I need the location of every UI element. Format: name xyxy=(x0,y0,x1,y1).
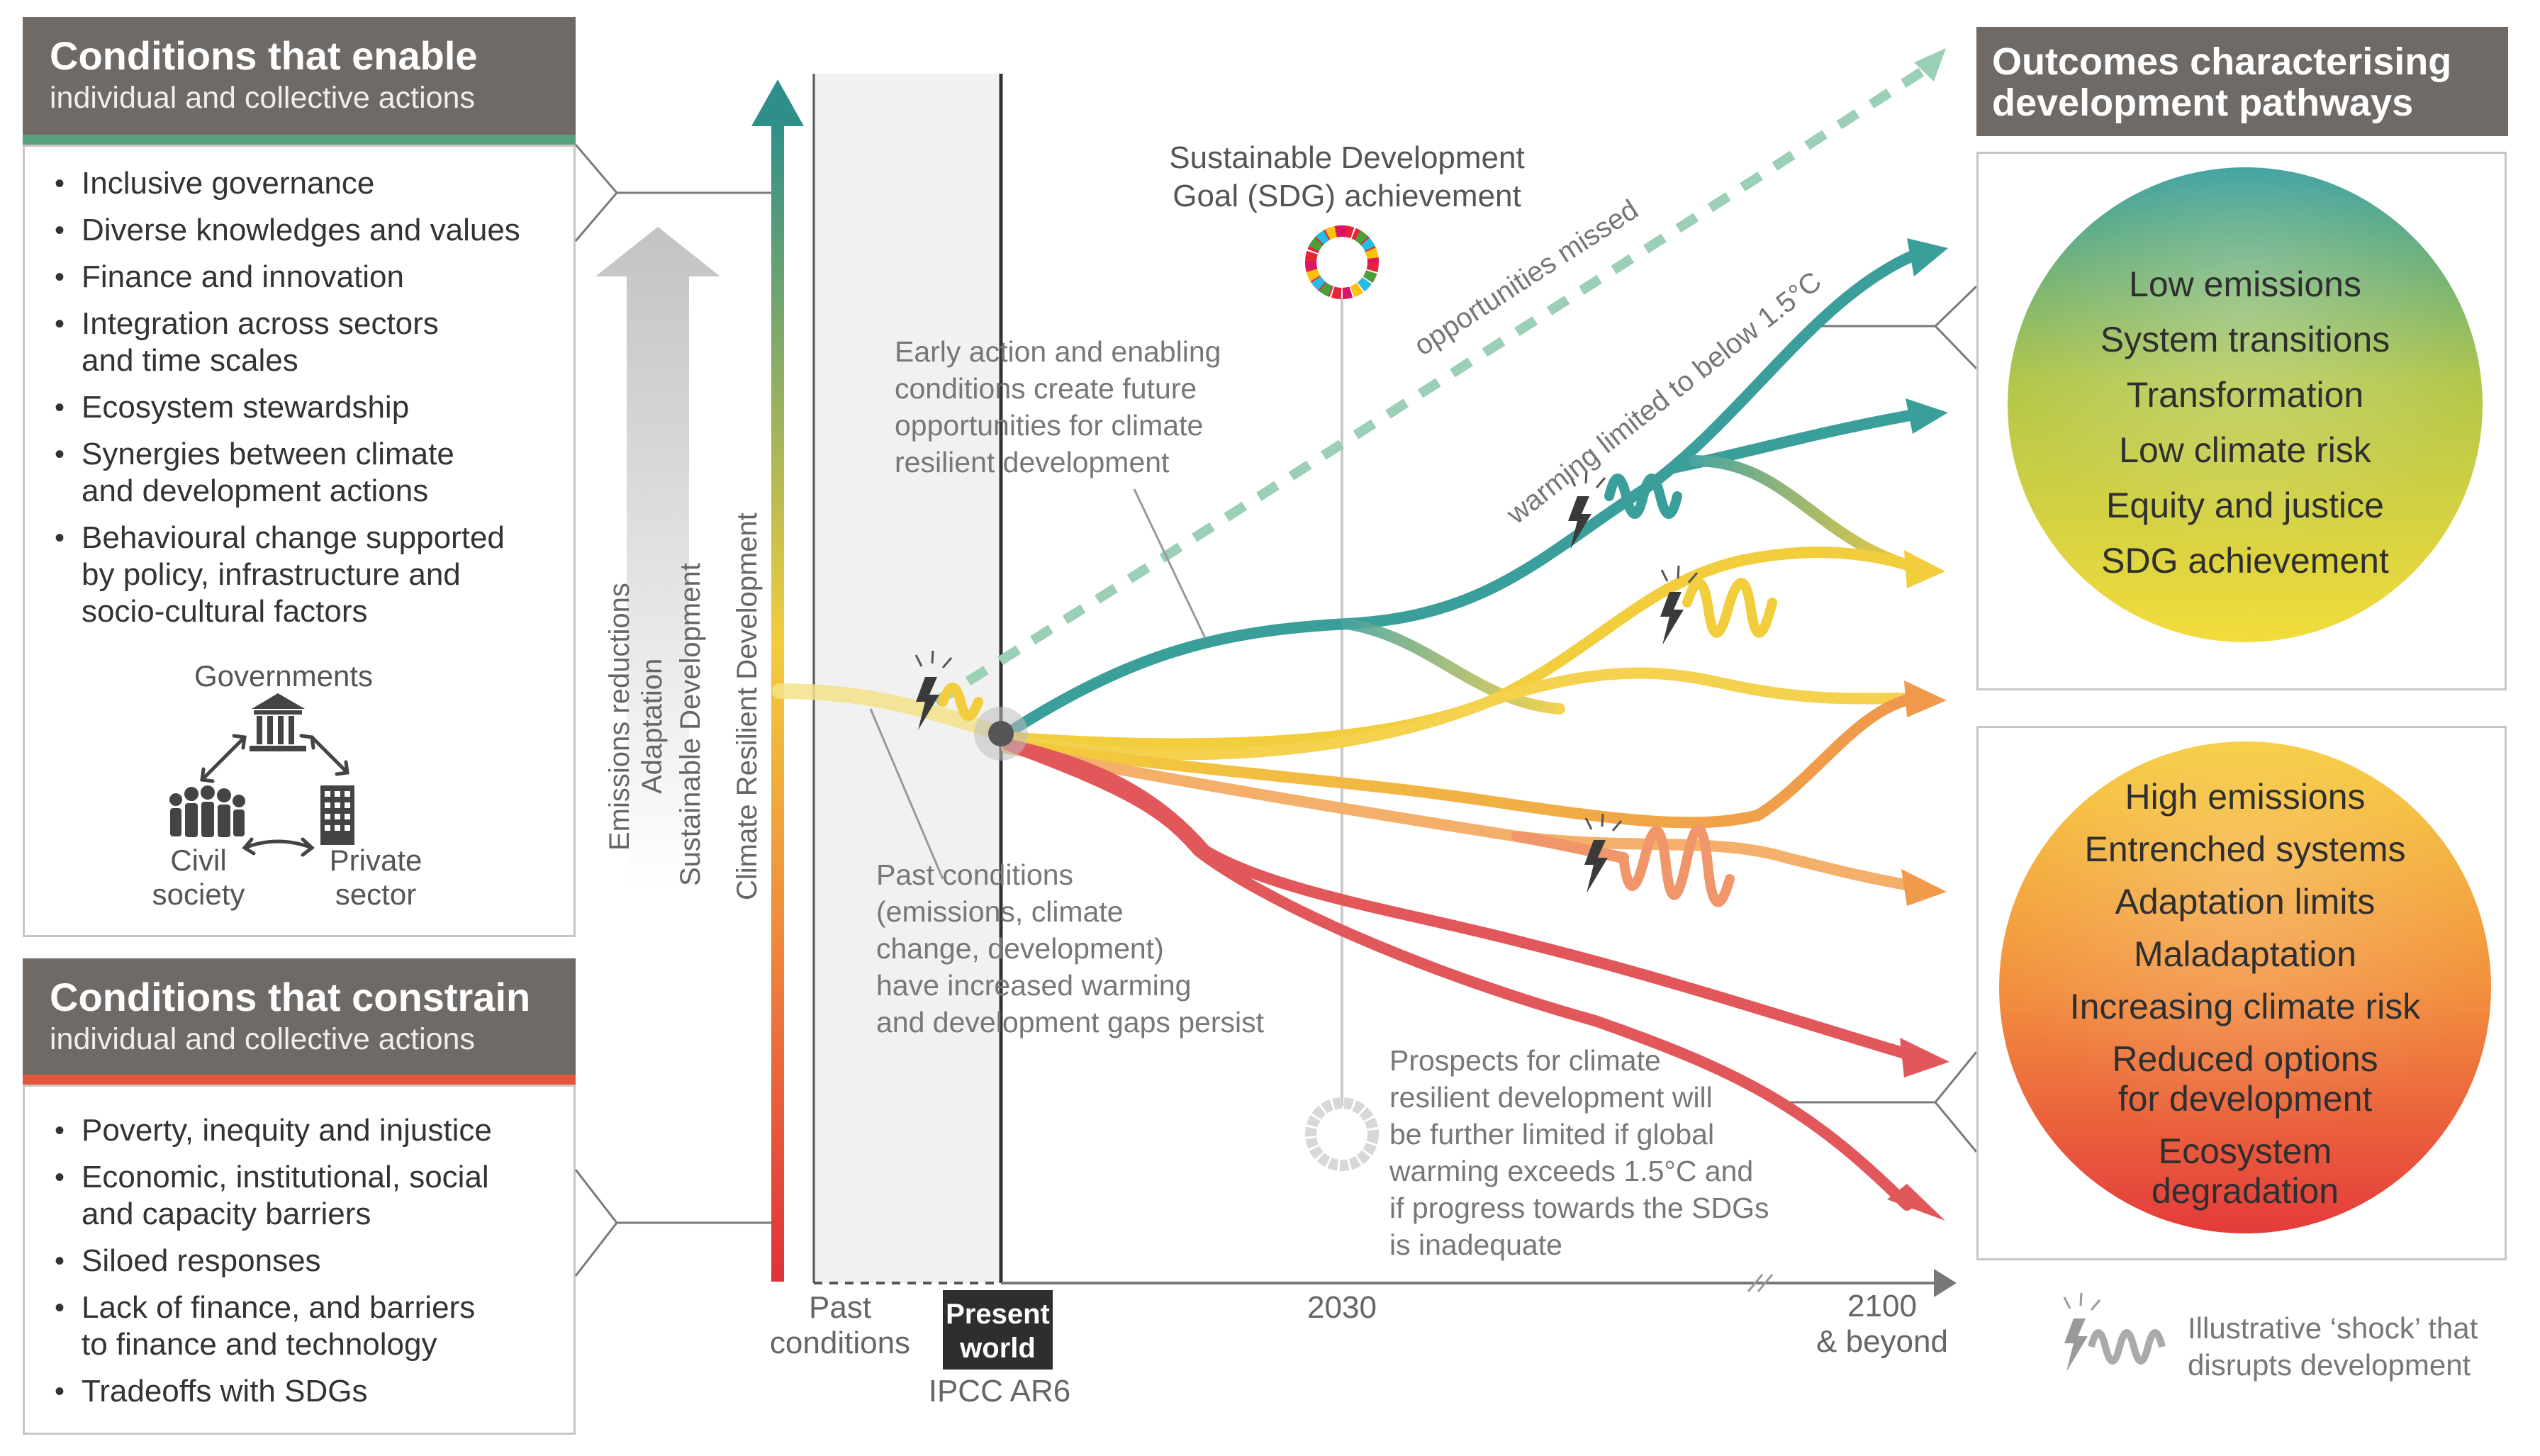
negative-outcome-text: High emissions Entrenched systems Adapta… xyxy=(1999,777,2491,1211)
opportunities-missed-arrowhead xyxy=(1914,48,1946,82)
teal-pathway xyxy=(1001,250,1920,739)
private-sector-icon xyxy=(320,785,354,845)
outcome-item: Transformation xyxy=(2126,375,2364,415)
actor-arrows xyxy=(200,734,349,857)
red-upper-pathway xyxy=(1001,739,1920,1062)
sdg-wheel-icon xyxy=(1305,225,1379,299)
enable-box: Inclusive governance Diverse knowledges … xyxy=(23,145,576,937)
negative-outcome-circle: High emissions Entrenched systems Adapta… xyxy=(1999,741,2491,1233)
legend-shock-icon xyxy=(2063,1292,2166,1372)
note-pointers xyxy=(869,488,1207,880)
list-item: Tradeoffs with SDGs xyxy=(25,1373,574,1410)
private-sector-label: Private sector xyxy=(329,844,423,911)
y-axis-arrowhead xyxy=(751,79,804,126)
opportunities-missed-path xyxy=(933,61,1935,706)
enable-list: Inclusive governance Diverse knowledges … xyxy=(25,147,574,630)
outcome-item: Ecosystem degradation xyxy=(2151,1131,2339,1211)
past-pathway xyxy=(772,683,1009,741)
grey-progress-arrow xyxy=(595,227,720,886)
list-item: Poverty, inequity and injustice xyxy=(25,1112,574,1149)
y-axis-bar xyxy=(771,119,784,1282)
constrain-title: Conditions that constrain xyxy=(50,975,531,1019)
outcome-item: High emissions xyxy=(2125,777,2366,817)
teal-to-yellow-mid xyxy=(1341,618,1565,715)
lightning-icon xyxy=(1584,840,1608,893)
present-world-dot xyxy=(988,721,1014,746)
present-world-label: Present world xyxy=(943,1290,1053,1370)
outcomes-header: Outcomes characterising development pathw… xyxy=(1976,27,2508,136)
year-2100-tick: 2100 & beyond xyxy=(1816,1289,1948,1359)
pathway-lines xyxy=(1001,250,1920,1211)
civil-society-label: Civil society xyxy=(152,844,245,911)
lightning-icon xyxy=(1568,496,1591,549)
constrain-accent-bar xyxy=(23,1075,576,1085)
outcome-item: Maladaptation xyxy=(2133,934,2357,974)
yellow-lower-pathway xyxy=(1008,693,1920,829)
outcome-item: Entrenched systems xyxy=(2084,829,2406,869)
past-conditions-note: Past conditions (emissions, climate chang… xyxy=(876,858,1265,1038)
red-lower-pathway xyxy=(1001,739,1913,1211)
x-axis-break xyxy=(1747,1274,1774,1292)
sdg-title: Sustainable Development Goal (SDG) achiev… xyxy=(1169,140,1525,213)
lightning-icon xyxy=(916,677,939,730)
shock-legend: Illustrative ‘shock’ that disrupts develo… xyxy=(2188,1311,2478,1382)
early-action-note: Early action and enabling conditions crea… xyxy=(895,335,1221,478)
list-item: Inclusive governance xyxy=(25,165,574,202)
yellow-middle-pathway xyxy=(1008,667,1920,761)
government-building-icon xyxy=(250,693,306,751)
governments-label: Governments xyxy=(194,659,374,693)
positive-outcome-circle: Low emissions System transitions Transfo… xyxy=(2008,167,2483,642)
year-2030-tick: 2030 xyxy=(1307,1290,1377,1325)
past-conditions-tick: Past conditions xyxy=(769,1290,911,1360)
orange-shock-branch xyxy=(1511,831,1629,863)
enable-subtitle: individual and collective actions xyxy=(50,81,475,115)
civil-society-icon xyxy=(169,785,245,837)
arrow-label-emissions: Emissions reductions xyxy=(604,583,635,851)
enable-title: Conditions that enable xyxy=(50,33,478,78)
lightning-icons xyxy=(916,496,1684,893)
enable-header: Conditions that enable individual and co… xyxy=(23,17,576,143)
enable-accent-bar xyxy=(23,135,576,145)
yellow-upper-pathway xyxy=(1001,547,1920,750)
prospects-note: Prospects for climate resilient developme… xyxy=(1389,1044,1769,1261)
outcome-item: Increasing climate risk xyxy=(2069,987,2421,1026)
list-item: Ecosystem stewardship xyxy=(25,389,574,426)
outcome-item: Equity and justice xyxy=(2106,486,2384,525)
panel-connectors xyxy=(574,144,1978,1277)
arrow-label-sustainable: Sustainable Development xyxy=(675,563,706,886)
ipcc-ar6-label: IPCC AR6 xyxy=(928,1374,1071,1409)
outcome-item: Low emissions xyxy=(2129,264,2361,304)
constrain-header: Conditions that constrain individual and… xyxy=(23,958,576,1075)
positive-outcome-text: Low emissions System transitions Transfo… xyxy=(2008,257,2483,588)
x-axis-arrowhead xyxy=(1934,1269,1957,1297)
shock-spark-lines xyxy=(914,470,1699,831)
list-item: Finance and innovation xyxy=(25,259,574,296)
arrow-label-crd: Climate Resilient Development xyxy=(732,513,763,900)
shock-squiggles xyxy=(938,474,1777,907)
constrain-box: Poverty, inequity and injustice Economic… xyxy=(23,1085,576,1435)
lightning-icon xyxy=(1660,592,1684,645)
constrain-list: Poverty, inequity and injustice Economic… xyxy=(25,1087,574,1410)
outcome-item: Reduced options for development xyxy=(2112,1039,2378,1119)
constrain-subtitle: individual and collective actions xyxy=(50,1022,475,1056)
arrow-label-adaptation: Adaptation xyxy=(637,658,668,794)
list-item: Diverse knowledges and values xyxy=(25,212,574,249)
faded-sdg-wheel-icon xyxy=(1305,1097,1379,1171)
outcome-item: System transitions xyxy=(2100,320,2390,359)
outcome-item: Adaptation limits xyxy=(2115,882,2376,922)
pathway-arrowheads xyxy=(1887,238,1949,1221)
list-item: Siloed responses xyxy=(25,1243,574,1279)
outcome-item: Low climate risk xyxy=(2119,430,2371,470)
outcome-item: SDG achievement xyxy=(2101,541,2389,581)
